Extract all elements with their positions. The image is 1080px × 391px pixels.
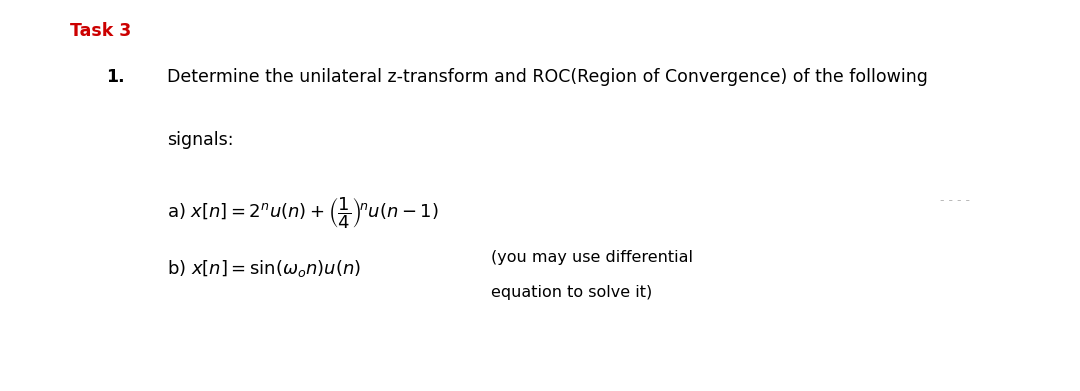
Text: Determine the unilateral z-transform and ROC(Region of Convergence) of the follo: Determine the unilateral z-transform and… bbox=[167, 68, 929, 86]
Text: a) $x[n] = 2^n u(n) + \left(\dfrac{1}{4}\right)^{\!n} u(n-1)$: a) $x[n] = 2^n u(n) + \left(\dfrac{1}{4}… bbox=[167, 196, 440, 231]
Text: (you may use differential: (you may use differential bbox=[491, 250, 693, 265]
Text: b) $x[n] = \sin(\omega_o n)u(n)$: b) $x[n] = \sin(\omega_o n)u(n)$ bbox=[167, 258, 362, 279]
Text: equation to solve it): equation to solve it) bbox=[491, 285, 652, 300]
Text: signals:: signals: bbox=[167, 131, 234, 149]
Text: Task 3: Task 3 bbox=[70, 22, 132, 39]
Text: 1.: 1. bbox=[106, 68, 124, 86]
Text: - - - -: - - - - bbox=[940, 194, 970, 206]
